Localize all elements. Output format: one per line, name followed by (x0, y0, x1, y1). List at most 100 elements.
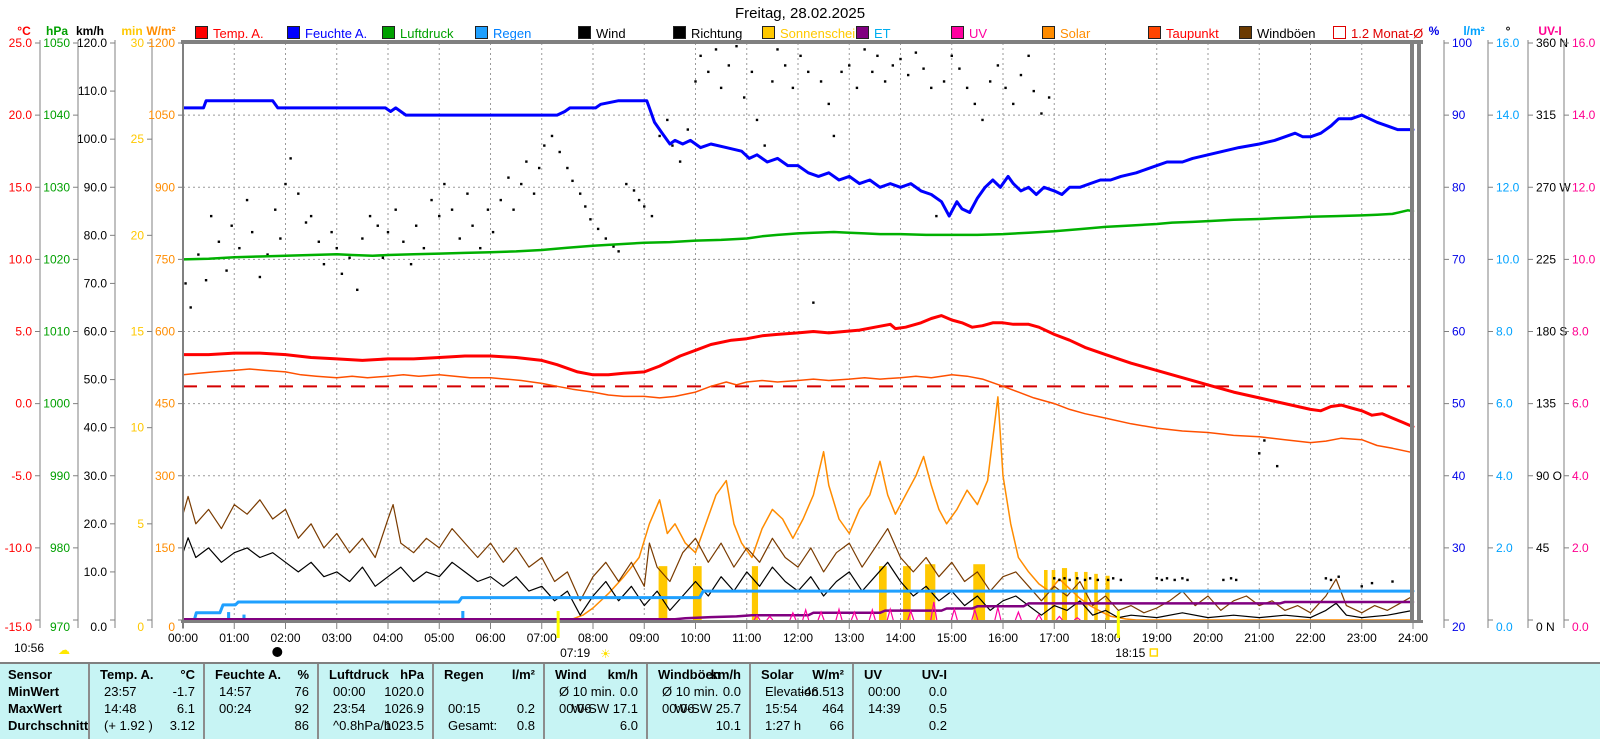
x-tick-label: 10:00 (680, 631, 710, 645)
x-tick-label: 01:00 (219, 631, 249, 645)
series-solar (183, 396, 1414, 621)
tick-label-kmh: 120.0 (77, 36, 107, 50)
tick-label-lm2: 4.0 (1496, 469, 1513, 483)
day-markers: 07:19 ☀ 18:15 10:56 ☁ (14, 611, 1159, 661)
tick-label-lm2: 8.0 (1496, 325, 1513, 339)
x-tick-label: 24:00 (1398, 631, 1428, 645)
axis-unit-lm2: l/m² (1463, 24, 1485, 38)
row-label: Durchschnitt (8, 718, 89, 733)
table-cell: 10.1 (715, 718, 741, 733)
legend-item-monat: 1.2 Monat-Ø (1333, 26, 1424, 41)
tick-label-deg: 0 N (1536, 620, 1555, 634)
tick-label-hpa: 1010 (43, 325, 70, 339)
table-cell: ^0.8hPa/h 1023.5 (333, 718, 424, 733)
table-cell: 00:15 0.2 (448, 701, 535, 716)
tick-label-wm2: 0 (168, 620, 175, 634)
tick-label-hpa: 1050 (43, 36, 70, 50)
x-tick-label: 05:00 (424, 631, 454, 645)
tick-label-temp: 25.0 (9, 36, 33, 50)
axis-unit-wm2: W/m² (146, 24, 176, 38)
tick-label-min: 5 (137, 517, 144, 531)
tick-label-kmh: 50.0 (84, 373, 108, 387)
sunset-time: 18:15 (1115, 646, 1145, 660)
legend-swatch-wind-icon (578, 26, 591, 39)
legend-swatch-solar-icon (1042, 26, 1055, 39)
axis-hpa: 1050 1040 1030 1020 1010 1000 990 980 970 (43, 36, 79, 634)
tick-label-wm2: 300 (155, 469, 175, 483)
legend-item-et: ET (856, 26, 891, 41)
x-tick-label: 13:00 (834, 631, 864, 645)
legend-label-wind: Wind (596, 26, 626, 41)
tick-label-min: 15 (131, 325, 145, 339)
tick-label-temp: 0.0 (15, 397, 32, 411)
gridlines (183, 43, 1413, 620)
tick-label-deg: 315 (1536, 108, 1556, 122)
tick-label-min: 30 (131, 36, 145, 50)
axis-temp: 25.0 20.0 15.0 10.0 5.0 0.0 -5.0 -10.0 -15.0 (5, 36, 41, 634)
column-header: UV UV-I (864, 667, 947, 682)
legend-item-taupunkt: Taupunkt (1148, 26, 1219, 41)
series-windboeen (183, 495, 1414, 614)
tick-label-hpa: 1000 (43, 397, 70, 411)
legend-item-solar: Solar (1042, 26, 1090, 41)
tick-label-wm2: 1050 (148, 108, 175, 122)
tick-label-deg: 180 S (1536, 325, 1567, 339)
legend-swatch-richtung-icon (673, 26, 686, 39)
table-cell: 00:06 W-SW 17.1 (559, 701, 638, 716)
tick-label-kmh: 90.0 (84, 180, 108, 194)
series-layer (183, 45, 1415, 622)
tick-label-min: 10 (131, 421, 145, 435)
day-length-label: 10:56 (14, 641, 44, 655)
table-cell: 86 (294, 718, 309, 733)
column-header: Wind km/h (555, 667, 638, 682)
tick-label-hpa: 1040 (43, 108, 70, 122)
table-column-luftdruck: Luftdruck hPa 00:00 1020.0 23:54 1026.9 ^0.8hP… (317, 664, 432, 739)
tick-label-wm2: 150 (155, 541, 175, 555)
legend-item-richtung: Richtung (673, 26, 742, 41)
x-tick-label: 22:00 (1295, 631, 1325, 645)
tick-label-lm2: 6.0 (1496, 397, 1513, 411)
sunrise-icon: ☀ (600, 647, 611, 661)
tick-label-pct: 20 (1452, 620, 1466, 634)
x-tick-label: 14:00 (885, 631, 915, 645)
table-column-feuchte-a-: Feuchte A.% 14:57 76 00:24 92 86 (203, 664, 317, 739)
legend-item-windboeen: Windböen (1239, 26, 1316, 41)
axis-unit-temp: °C (17, 24, 31, 38)
column-header: Regen l/m² (444, 667, 535, 682)
legend-label-monat: 1.2 Monat-Ø (1351, 26, 1424, 41)
table-cell: Ø 10 min. 0.0 (662, 684, 741, 699)
tick-label-temp: 20.0 (9, 108, 33, 122)
axis-unit-min: min (121, 24, 143, 38)
tick-label-pct: 30 (1452, 541, 1466, 555)
x-axis: 00:00 01:00 02:00 03:00 04:00 05:00 06:00 07:00… (168, 623, 1428, 645)
series-feuchte (183, 99, 1415, 218)
legend-label-et: ET (874, 26, 891, 41)
legend-swatch-taupunkt-icon (1148, 26, 1161, 39)
table-row-labels: Sensor MinWert MaxWert Durchschnitt (0, 664, 88, 739)
x-tick-label: 19:00 (1142, 631, 1172, 645)
axis-unit-uvi: UV-I (1538, 24, 1562, 38)
table-cell: 00:24 92 (219, 701, 309, 716)
axis-min: 30 25 20 15 10 5 0 (131, 36, 153, 634)
series-temp (183, 314, 1415, 429)
tick-label-deg: 45 (1536, 541, 1550, 555)
x-tick-label: 15:00 (937, 631, 967, 645)
x-tick-label: 17:00 (1039, 631, 1069, 645)
tick-label-hpa: 1020 (43, 252, 70, 266)
stats-table: Sensor MinWert MaxWert Durchschnitt Temp. A.… (0, 662, 1600, 739)
tick-label-min: 0 (137, 620, 144, 634)
table-column-temp-a-: Temp. A. °C 23:57 -1.7 14:48 6.1 (+ 1.92 ) 3.12 (88, 664, 203, 739)
legend-label-sonnenschein: Sonnenschein (780, 26, 863, 41)
table-cell: 14:48 6.1 (104, 701, 195, 716)
axis-deg: 360 N 315 270 W 225 180 S 135 90 O 45 0 N (1527, 36, 1571, 634)
legend-label-taupunkt: Taupunkt (1166, 26, 1219, 41)
tick-label-pct: 50 (1452, 397, 1466, 411)
tick-label-lm2: 14.0 (1496, 108, 1520, 122)
table-cell: 1:27 h 66 (765, 718, 844, 733)
sunset-icon (1149, 648, 1159, 657)
tick-label-uvi: 14.0 (1572, 108, 1596, 122)
axis-unit-deg: ° (1505, 24, 1511, 38)
legend-label-feuchte: Feuchte A. (305, 26, 368, 41)
x-tick-label: 23:00 (1347, 631, 1377, 645)
